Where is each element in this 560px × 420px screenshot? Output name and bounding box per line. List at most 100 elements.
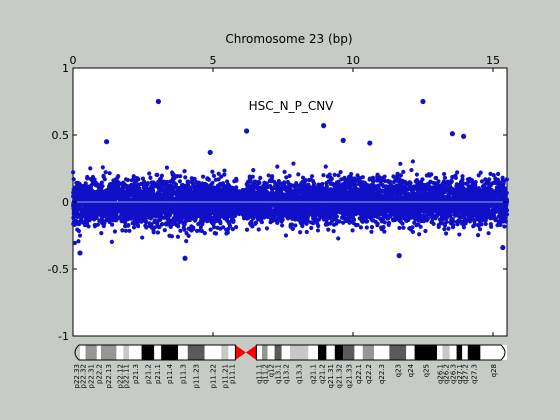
data-point xyxy=(149,222,154,227)
data-point xyxy=(76,239,81,244)
data-point xyxy=(148,195,154,201)
data-point xyxy=(212,231,217,236)
data-point xyxy=(129,191,135,197)
data-point xyxy=(227,208,232,213)
data-point xyxy=(121,213,126,218)
data-point xyxy=(193,200,199,206)
data-point xyxy=(140,176,146,181)
data-point xyxy=(212,216,217,221)
data-point xyxy=(135,195,140,200)
data-point xyxy=(391,179,397,185)
data-point xyxy=(331,222,337,227)
data-point xyxy=(127,228,132,233)
data-point xyxy=(194,196,199,201)
data-point xyxy=(157,224,162,230)
data-point xyxy=(171,172,176,177)
data-point xyxy=(110,222,115,227)
data-point xyxy=(231,219,236,224)
data-point xyxy=(417,232,422,237)
data-point xyxy=(104,199,109,204)
data-point xyxy=(150,190,156,195)
data-point xyxy=(142,193,147,198)
data-point xyxy=(71,216,76,221)
data-point xyxy=(227,221,232,226)
data-point xyxy=(160,222,165,227)
data-point xyxy=(125,177,130,183)
data-point xyxy=(209,220,215,225)
data-point xyxy=(72,240,77,246)
data-point xyxy=(102,177,107,182)
data-point xyxy=(131,225,137,230)
data-point xyxy=(398,161,403,166)
data-point xyxy=(162,206,168,211)
data-point xyxy=(257,180,262,186)
data-point xyxy=(178,215,183,220)
data-point xyxy=(107,216,113,222)
data-point xyxy=(104,188,109,193)
data-point xyxy=(232,205,237,210)
data-point xyxy=(224,227,229,232)
data-point xyxy=(75,187,80,192)
data-point xyxy=(210,169,215,174)
data-point xyxy=(182,227,187,232)
data-point xyxy=(203,211,208,216)
data-point xyxy=(234,225,239,230)
data-point xyxy=(253,220,259,225)
data-point xyxy=(191,211,196,216)
data-point xyxy=(189,180,195,185)
data-point xyxy=(88,166,93,171)
data-point xyxy=(76,228,81,234)
data-point xyxy=(88,176,93,182)
data-point xyxy=(90,182,95,187)
data-point xyxy=(151,180,156,185)
data-points-layer xyxy=(71,159,510,246)
data-point xyxy=(190,205,195,210)
data-point xyxy=(83,218,88,223)
data-point xyxy=(71,170,76,175)
data-point xyxy=(264,226,270,231)
data-point xyxy=(159,214,164,219)
data-point xyxy=(122,224,128,229)
data-point xyxy=(143,188,149,193)
data-point xyxy=(163,222,169,227)
data-point xyxy=(139,206,144,211)
data-point xyxy=(151,183,156,189)
data-point xyxy=(369,225,375,230)
data-point xyxy=(199,185,204,190)
data-point xyxy=(176,197,181,202)
data-point xyxy=(398,173,403,178)
data-point xyxy=(309,225,314,231)
data-point xyxy=(126,194,131,200)
data-point xyxy=(410,159,415,164)
data-point xyxy=(75,181,80,186)
data-point xyxy=(188,185,193,190)
data-point xyxy=(111,190,116,195)
data-point xyxy=(323,164,328,169)
data-point xyxy=(183,175,188,180)
data-point xyxy=(143,223,148,228)
data-point xyxy=(140,235,145,240)
data-point xyxy=(222,168,227,173)
data-point xyxy=(82,212,88,217)
data-point xyxy=(89,208,94,213)
data-point xyxy=(103,203,108,208)
data-point xyxy=(203,216,209,221)
data-point xyxy=(225,202,230,207)
data-point xyxy=(202,231,207,236)
data-point xyxy=(99,216,104,221)
data-point xyxy=(75,203,80,208)
data-point xyxy=(139,202,145,208)
data-point xyxy=(136,218,141,223)
data-point xyxy=(188,227,193,232)
data-point xyxy=(73,192,78,197)
data-point xyxy=(304,229,309,235)
data-point xyxy=(189,176,194,181)
data-point xyxy=(155,197,161,202)
data-point xyxy=(120,228,125,233)
data-point xyxy=(121,185,126,190)
data-point xyxy=(118,195,123,201)
data-point xyxy=(219,187,224,192)
data-point xyxy=(214,185,220,190)
data-point xyxy=(106,195,111,200)
